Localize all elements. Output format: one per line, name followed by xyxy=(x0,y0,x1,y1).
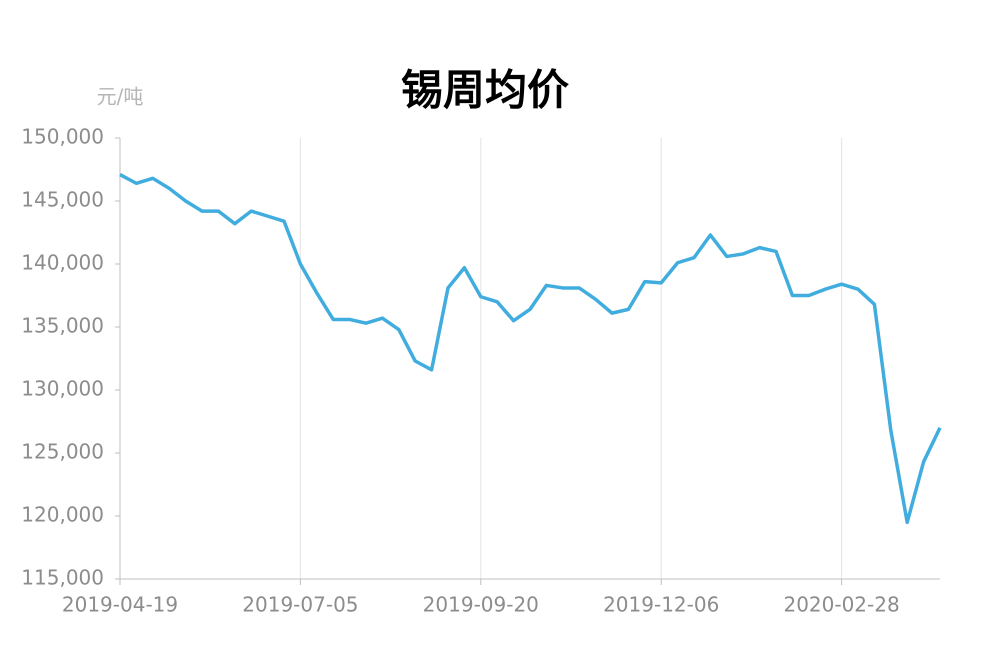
y-tick-label: 135,000 xyxy=(21,314,104,338)
x-tick-label: 2019-09-20 xyxy=(423,593,539,617)
x-tick-label: 2019-07-05 xyxy=(242,593,358,617)
x-tick-label: 2020-02-28 xyxy=(783,593,899,617)
chart-title: 锡周均价 xyxy=(401,66,569,115)
x-tick-label: 2019-12-06 xyxy=(603,593,719,617)
line-series xyxy=(119,172,942,525)
y-tick-label: 145,000 xyxy=(21,188,104,212)
y-tick-label: 115,000 xyxy=(21,566,104,590)
x-tick-label: 2019-04-19 xyxy=(62,593,178,617)
y-tick-label: 120,000 xyxy=(21,503,104,527)
y-tick-label: 150,000 xyxy=(21,125,104,149)
y-tick-label: 140,000 xyxy=(21,251,104,275)
y-axis-unit: 元/吨 xyxy=(97,85,144,109)
y-tick-label: 125,000 xyxy=(21,440,104,464)
y-tick-label: 130,000 xyxy=(21,377,104,401)
